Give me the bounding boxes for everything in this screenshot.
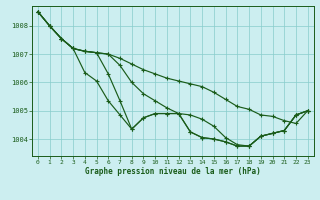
X-axis label: Graphe pression niveau de la mer (hPa): Graphe pression niveau de la mer (hPa) (85, 167, 261, 176)
